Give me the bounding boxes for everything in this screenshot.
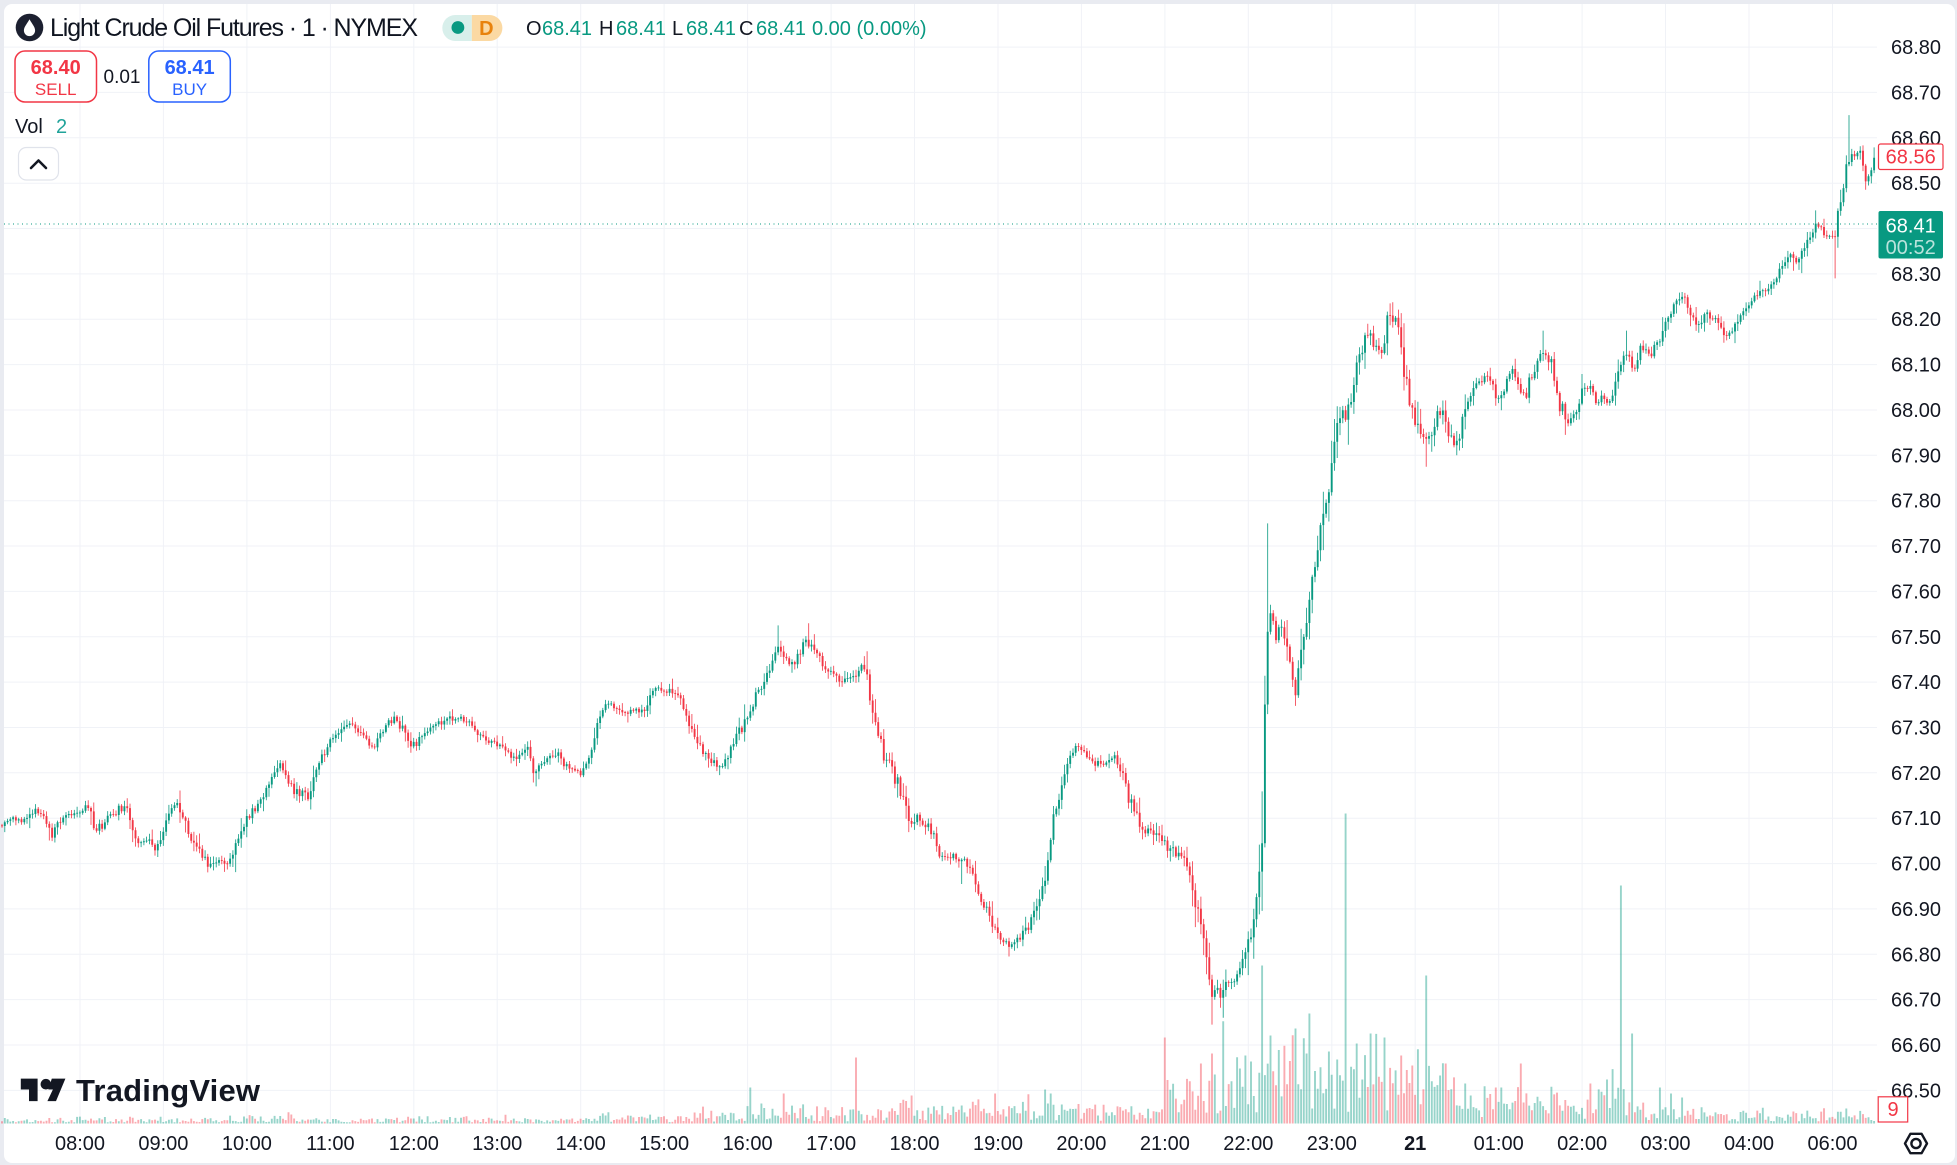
svg-text:14:00: 14:00: [556, 1133, 606, 1155]
svg-text:68.70: 68.70: [1891, 82, 1941, 104]
svg-text:BUY: BUY: [172, 80, 207, 99]
svg-text:68.41: 68.41: [1886, 216, 1936, 238]
svg-text:09:00: 09:00: [138, 1133, 188, 1155]
svg-text:66.90: 66.90: [1891, 899, 1941, 921]
svg-text:C: C: [739, 18, 753, 40]
svg-text:SELL: SELL: [35, 80, 77, 99]
svg-text:TradingView: TradingView: [76, 1073, 261, 1108]
svg-text:18:00: 18:00: [889, 1133, 939, 1155]
svg-text:9: 9: [1887, 1099, 1898, 1121]
svg-text:67.00: 67.00: [1891, 854, 1941, 876]
svg-text:68.41: 68.41: [616, 18, 666, 40]
svg-text:68.30: 68.30: [1891, 264, 1941, 286]
svg-text:67.20: 67.20: [1891, 763, 1941, 785]
svg-text:Vol: Vol: [15, 116, 43, 138]
svg-text:68.56: 68.56: [1886, 147, 1936, 169]
svg-text:10:00: 10:00: [222, 1133, 272, 1155]
svg-text:0.00 (0.00%): 0.00 (0.00%): [812, 18, 927, 40]
svg-text:Light Crude Oil Futures · 1 ·: Light Crude Oil Futures · 1 · NYMEX: [50, 14, 418, 42]
svg-text:67.10: 67.10: [1891, 808, 1941, 830]
svg-text:66.60: 66.60: [1891, 1035, 1941, 1057]
svg-text:0.01: 0.01: [104, 67, 141, 88]
svg-text:68.80: 68.80: [1891, 37, 1941, 59]
svg-text:04:00: 04:00: [1724, 1133, 1774, 1155]
svg-text:06:00: 06:00: [1807, 1133, 1857, 1155]
svg-text:66.70: 66.70: [1891, 990, 1941, 1012]
svg-text:68.10: 68.10: [1891, 355, 1941, 377]
svg-text:11:00: 11:00: [306, 1133, 355, 1155]
svg-text:21: 21: [1404, 1133, 1426, 1155]
svg-text:13:00: 13:00: [472, 1133, 522, 1155]
svg-text:22:00: 22:00: [1223, 1133, 1273, 1155]
svg-text:02:00: 02:00: [1557, 1133, 1607, 1155]
svg-text:67.30: 67.30: [1891, 718, 1941, 740]
svg-text:D: D: [479, 18, 493, 40]
svg-text:21:00: 21:00: [1140, 1133, 1190, 1155]
svg-text:68.41: 68.41: [542, 18, 592, 40]
svg-text:19:00: 19:00: [973, 1133, 1023, 1155]
svg-text:23:00: 23:00: [1307, 1133, 1357, 1155]
svg-text:O: O: [526, 18, 542, 40]
svg-text:17:00: 17:00: [806, 1133, 856, 1155]
svg-text:68.20: 68.20: [1891, 309, 1941, 331]
svg-text:67.60: 67.60: [1891, 581, 1941, 603]
svg-text:66.80: 66.80: [1891, 944, 1941, 966]
svg-text:00:52: 00:52: [1886, 237, 1936, 259]
svg-text:08:00: 08:00: [55, 1133, 105, 1155]
svg-text:L: L: [672, 18, 683, 40]
svg-text:01:00: 01:00: [1474, 1133, 1524, 1155]
svg-text:2: 2: [56, 116, 67, 138]
svg-text:12:00: 12:00: [389, 1133, 439, 1155]
svg-text:68.50: 68.50: [1891, 173, 1941, 195]
svg-text:68.40: 68.40: [31, 57, 81, 79]
svg-text:H: H: [599, 18, 613, 40]
svg-text:68.41: 68.41: [686, 18, 736, 40]
svg-text:68.41: 68.41: [756, 18, 806, 40]
svg-text:68.00: 68.00: [1891, 400, 1941, 422]
svg-text:03:00: 03:00: [1640, 1133, 1690, 1155]
svg-text:67.50: 67.50: [1891, 627, 1941, 649]
svg-text:68.41: 68.41: [165, 57, 215, 79]
svg-text:67.70: 67.70: [1891, 536, 1941, 558]
svg-text:20:00: 20:00: [1056, 1133, 1106, 1155]
svg-text:67.40: 67.40: [1891, 672, 1941, 694]
svg-text:15:00: 15:00: [639, 1133, 689, 1155]
svg-text:67.90: 67.90: [1891, 445, 1941, 467]
svg-text:67.80: 67.80: [1891, 491, 1941, 513]
svg-text:16:00: 16:00: [723, 1133, 773, 1155]
